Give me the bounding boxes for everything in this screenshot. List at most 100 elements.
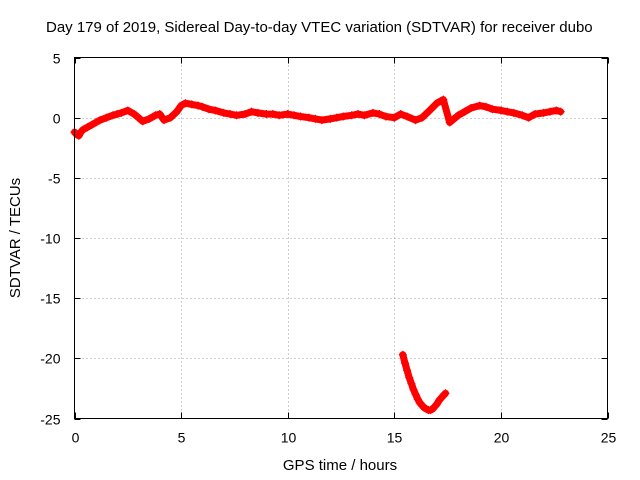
data-point bbox=[439, 95, 448, 104]
data-point bbox=[339, 112, 348, 121]
data-point bbox=[211, 106, 220, 115]
data-point bbox=[481, 102, 490, 111]
data-point bbox=[134, 113, 143, 122]
data-point bbox=[247, 107, 256, 116]
data-point bbox=[518, 111, 527, 120]
data-point bbox=[354, 110, 363, 119]
data-point bbox=[181, 99, 190, 108]
data-point bbox=[226, 110, 235, 119]
data-point bbox=[488, 105, 497, 114]
data-point bbox=[375, 110, 384, 119]
data-point bbox=[102, 113, 111, 122]
data-point bbox=[332, 113, 341, 122]
data-point bbox=[454, 111, 463, 120]
data-point bbox=[155, 110, 164, 119]
tick-layer bbox=[74, 57, 609, 420]
data-point bbox=[441, 389, 450, 398]
data-point bbox=[198, 102, 207, 111]
data-point bbox=[311, 114, 320, 123]
x-tick-label: 0 bbox=[72, 430, 80, 446]
data-point bbox=[409, 385, 418, 394]
data-point bbox=[432, 99, 441, 108]
data-point bbox=[317, 116, 326, 125]
y-tick-label: -5 bbox=[48, 171, 61, 187]
data-point bbox=[368, 108, 377, 117]
data-point bbox=[390, 113, 399, 122]
data-point bbox=[275, 111, 284, 120]
data-point bbox=[290, 111, 299, 120]
data-point bbox=[405, 373, 414, 382]
data-point bbox=[194, 101, 203, 110]
data-point bbox=[398, 350, 407, 359]
y-tick-label: 5 bbox=[53, 51, 61, 67]
data-point bbox=[531, 110, 540, 119]
plot-frame bbox=[74, 57, 608, 419]
y-tick-label: -25 bbox=[40, 412, 60, 428]
data-point bbox=[424, 107, 433, 116]
data-point bbox=[467, 104, 476, 113]
data-point bbox=[524, 113, 533, 122]
data-point bbox=[177, 101, 186, 110]
data-point bbox=[509, 108, 518, 117]
data-point bbox=[172, 107, 181, 116]
data-point bbox=[108, 111, 117, 120]
data-point bbox=[407, 379, 416, 388]
data-point bbox=[396, 110, 405, 119]
data-point bbox=[552, 106, 561, 115]
grid-layer bbox=[74, 57, 608, 419]
data-point bbox=[296, 112, 305, 121]
data-point bbox=[253, 108, 262, 117]
data-point bbox=[113, 110, 122, 119]
series-band bbox=[71, 96, 565, 140]
data-point bbox=[145, 114, 154, 123]
data-point bbox=[130, 110, 139, 119]
data-point bbox=[79, 125, 88, 134]
data-point bbox=[187, 100, 196, 109]
data-point bbox=[418, 113, 427, 122]
data-point bbox=[475, 101, 484, 110]
x-tick-label: 20 bbox=[494, 430, 510, 446]
data-point bbox=[400, 359, 409, 368]
data-point bbox=[445, 118, 454, 127]
data-point bbox=[219, 108, 228, 117]
data-point bbox=[138, 117, 147, 126]
data-point bbox=[268, 110, 277, 119]
series-dip-arc bbox=[398, 350, 450, 415]
data-point bbox=[326, 114, 335, 123]
data-point bbox=[151, 111, 160, 120]
y-axis-title: SDTVAR / TECUs bbox=[7, 178, 24, 298]
data-point bbox=[166, 113, 175, 122]
x-tick-label: 15 bbox=[387, 430, 403, 446]
y-tick-labels: 5 0 -5 -10 -15 -20 -25 bbox=[40, 51, 60, 428]
data-point bbox=[496, 106, 505, 115]
data-point bbox=[503, 107, 512, 116]
data-point bbox=[96, 116, 105, 125]
data-point bbox=[403, 366, 412, 375]
data-point bbox=[539, 108, 548, 117]
data-point bbox=[411, 116, 420, 125]
data-point bbox=[347, 111, 356, 120]
chart-title: Day 179 of 2019, Sidereal Day-to-day VTE… bbox=[46, 19, 593, 36]
y-tick-label: -15 bbox=[40, 291, 60, 307]
data-point bbox=[117, 108, 126, 117]
data-point bbox=[381, 112, 390, 121]
data-point bbox=[204, 105, 213, 114]
data-point bbox=[91, 118, 100, 127]
data-point bbox=[460, 107, 469, 116]
data-point bbox=[403, 112, 412, 121]
x-tick-labels: 0 5 10 15 20 25 bbox=[72, 430, 617, 446]
data-layer bbox=[70, 95, 565, 415]
data-point bbox=[283, 110, 292, 119]
data-point bbox=[411, 390, 420, 399]
x-tick-label: 25 bbox=[601, 430, 617, 446]
data-point bbox=[305, 113, 314, 122]
y-tick-label: -10 bbox=[40, 231, 60, 247]
y-tick-label: -20 bbox=[40, 351, 60, 367]
x-axis-title: GPS time / hours bbox=[283, 457, 397, 474]
data-point bbox=[545, 107, 554, 116]
series-main-band bbox=[70, 95, 565, 140]
data-point bbox=[83, 123, 92, 132]
data-point bbox=[87, 120, 96, 129]
data-point bbox=[241, 110, 250, 119]
